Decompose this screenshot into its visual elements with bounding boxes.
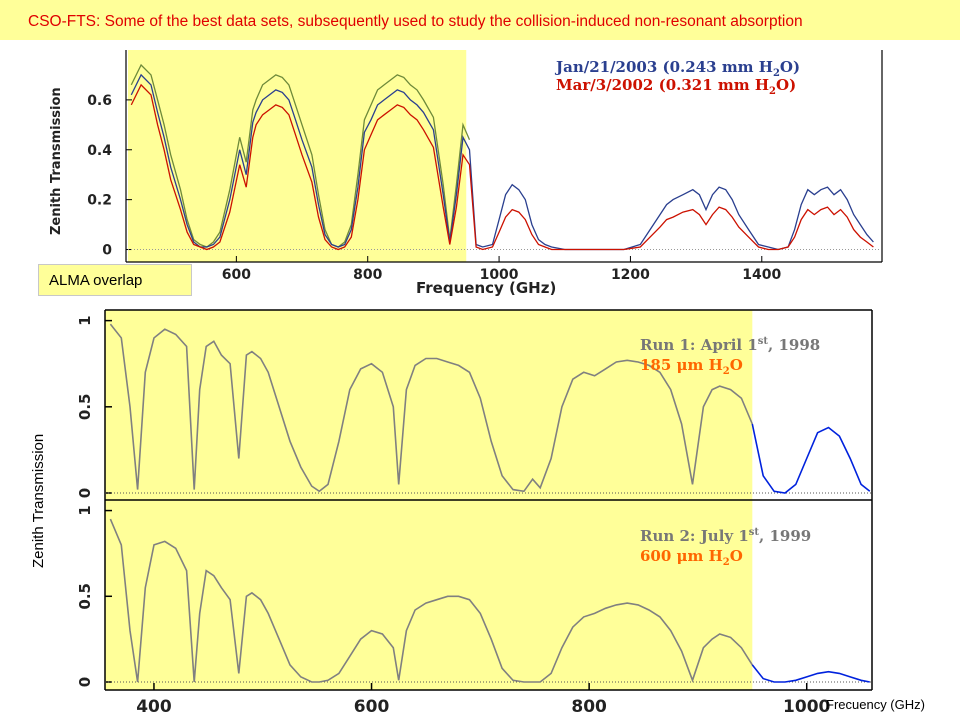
top-chart: 0 0.2 0.4 0.6 600 800 1000 1200 1400 Zenith Tra…: [49, 50, 883, 297]
run2-ytick-label: 0: [76, 677, 94, 687]
bottom-xtick-label: 400: [136, 697, 172, 717]
top-ytick-label: 0.6: [87, 93, 112, 109]
run1-series-line-1: [751, 423, 871, 494]
bottom-xtick-label: 600: [354, 697, 390, 717]
top-series-line-0: [130, 73, 874, 251]
top-ylabel: Zenith Transmission: [49, 87, 64, 235]
top-xtick-label: 800: [353, 267, 382, 283]
run2-ytick-label: 0.5: [76, 583, 94, 610]
top-ytick-label: 0: [102, 243, 112, 259]
bottom-chart: 0 0.5 1 0 0.5 1 400 600 800 1000 Run 1: April 1…: [76, 309, 873, 717]
title-banner: CSO-FTS: Some of the best data sets, sub…: [0, 0, 960, 40]
top-ytick-label: 0.4: [87, 143, 112, 159]
bottom-xtick-label: 800: [571, 697, 607, 717]
run2-title: Run 2: July 1st, 1999: [640, 527, 811, 545]
slide-title: CSO-FTS: Some of the best data sets, sub…: [28, 13, 803, 30]
run1-series-line-0: [109, 323, 754, 493]
top-alma-highlight: [128, 50, 467, 262]
legend-jan-2003: Jan/21/2003 (0.243 mm H2O): [554, 58, 800, 79]
top-series-line-1: [130, 83, 874, 251]
top-xtick-label: 1000: [480, 267, 519, 283]
run1-ytick-label: 0.5: [76, 394, 94, 421]
top-xlabel: Frequency (GHz): [416, 279, 556, 297]
top-xtick-label: 1200: [611, 267, 650, 283]
bottom-xtick-label: 1000: [783, 697, 830, 717]
run1-title: Run 1: April 1st, 1998: [640, 336, 820, 354]
run2-series-line-0: [109, 518, 753, 683]
top-xtick-label: 1400: [742, 267, 781, 283]
top-ytick-label: 0.2: [87, 193, 112, 209]
run1-ytick-label: 1: [76, 315, 94, 325]
alma-overlap-text: ALMA overlap: [49, 272, 143, 289]
top-xtick-label: 600: [222, 267, 251, 283]
top-series-line-2: [130, 63, 471, 248]
run2-ytick-label: 1: [76, 505, 94, 515]
run2-series-line-1: [751, 664, 870, 683]
bottom-ylabel: Zenith Transmission: [30, 433, 47, 568]
bottom-xlabel: Frecuency (GHz): [826, 697, 925, 712]
run1-ytick-label: 0: [76, 488, 94, 498]
alma-overlap-label: ALMA overlap: [38, 264, 192, 296]
run1-water-vapor: 185 μm H2O: [640, 356, 743, 377]
run2-water-vapor: 600 μm H2O: [640, 547, 743, 568]
legend-mar-2002: Mar/3/2002 (0.321 mm H2O): [556, 76, 796, 97]
